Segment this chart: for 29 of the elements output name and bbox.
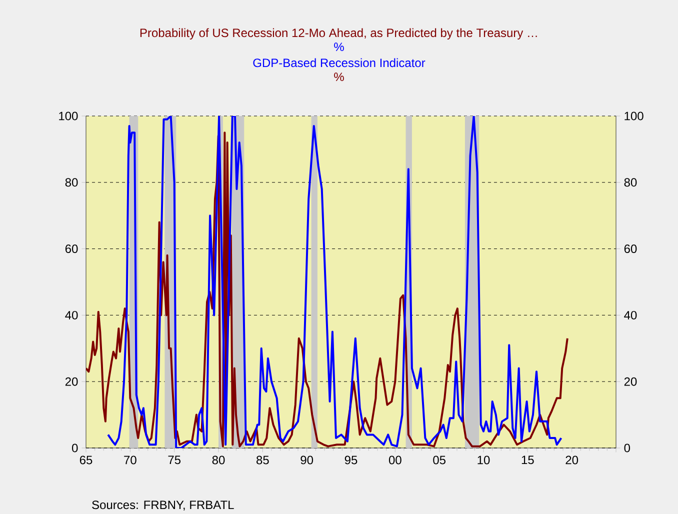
y2-tick-label: 40	[624, 310, 637, 320]
y2-tick-label: 100	[624, 112, 644, 120]
y-tick-label: 80	[65, 178, 78, 187]
text: %	[334, 72, 344, 82]
y2-tick-label: 0	[624, 444, 630, 452]
x-tick-label: 05	[433, 456, 446, 464]
y-tick-label: 20	[65, 377, 78, 386]
x-tick-label: 80	[212, 456, 225, 464]
x-tick-label: 95	[344, 456, 358, 464]
x-tick-label: 15	[522, 456, 534, 464]
x-tick-label: 00	[388, 456, 402, 464]
y2-tick-label: 20	[624, 377, 637, 386]
text: GDP-Based Recession Indicator	[253, 58, 426, 68]
x-tick-label: 85	[256, 456, 269, 464]
x-tick-label: 70	[124, 456, 136, 464]
x-tick-label: 10	[478, 456, 490, 464]
y-tick-label: 100	[59, 112, 78, 120]
y-tick-label: 40	[65, 310, 78, 320]
x-tick-label: 65	[80, 456, 92, 464]
x-tick-label: 20	[566, 456, 578, 464]
y-tick-label: 60	[65, 244, 78, 254]
text: %	[334, 42, 344, 52]
y-tick-label: 0	[72, 444, 78, 452]
y2-tick-label: 60	[624, 244, 637, 254]
x-tick-label: 75	[168, 456, 180, 464]
x-tick-label: 90	[300, 456, 314, 464]
text: Probability of US Recession 12-Mo Ahead, as Predicted by the Treasury …	[140, 28, 537, 40]
y2-tick-label: 80	[624, 178, 637, 187]
source-note: Sources: FRBNY, FRBATL	[92, 500, 234, 511]
